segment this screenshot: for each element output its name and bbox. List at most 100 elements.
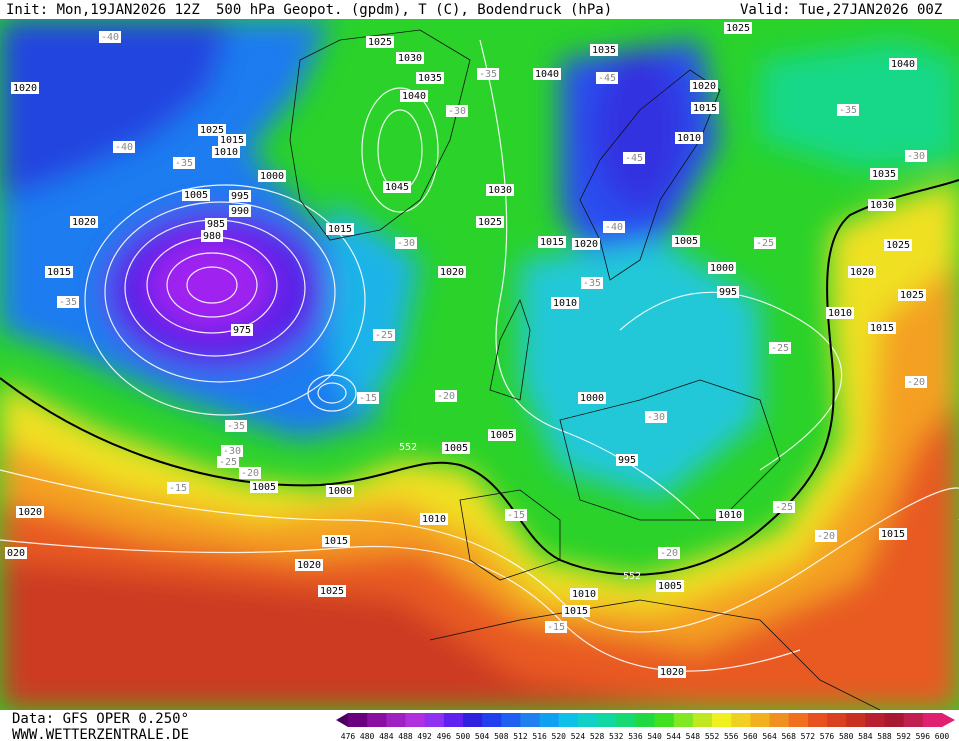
colorbar-swatch bbox=[654, 713, 675, 727]
isobar-label-box bbox=[572, 238, 600, 250]
colorbar-arrow-left bbox=[336, 713, 348, 727]
init-time: Init: Mon,19JAN2026 12Z bbox=[6, 2, 200, 18]
colorbar-label: 484 bbox=[379, 732, 394, 741]
isobar-label: 1000 bbox=[260, 171, 284, 182]
isobar-label-box bbox=[229, 190, 251, 202]
isobar-label: 1015 bbox=[870, 323, 894, 334]
colorbar-label: 596 bbox=[916, 732, 931, 741]
isobar-label-box bbox=[438, 266, 466, 278]
isobar-label: 1000 bbox=[710, 263, 734, 274]
colorbar-swatch bbox=[788, 713, 809, 727]
isobar-label-box bbox=[672, 235, 700, 247]
temperature-label: -20 bbox=[660, 548, 678, 559]
colorbar-swatch bbox=[405, 713, 426, 727]
colorbar-label: 496 bbox=[437, 732, 452, 741]
isobar-label-box bbox=[708, 262, 736, 274]
isobar-label: 1015 bbox=[47, 267, 71, 278]
isobar-label-box bbox=[322, 535, 350, 547]
isobar-label: 1025 bbox=[726, 23, 750, 34]
colorbar-swatch bbox=[750, 713, 771, 727]
isobar-label-box bbox=[724, 22, 752, 34]
isobar-label-box bbox=[198, 124, 226, 136]
temperature-label-box bbox=[658, 547, 680, 559]
temperature-label-box bbox=[373, 329, 395, 341]
temperature-label-box bbox=[435, 390, 457, 402]
colorbar-label: 476 bbox=[341, 732, 356, 741]
temperature-label: -40 bbox=[101, 32, 119, 43]
map-labels: 1020 1025 1030 1035 1040 1045 1000 995 990 985980… bbox=[5, 22, 927, 678]
isobar-label: 1040 bbox=[402, 91, 426, 102]
colorbar-label: 564 bbox=[762, 732, 777, 741]
isobar-label: 1005 bbox=[674, 236, 698, 247]
isobar-label: 990 bbox=[231, 206, 249, 217]
isobar-label-box bbox=[884, 239, 912, 251]
isobar-label-box bbox=[231, 324, 253, 336]
colorbar-label: 480 bbox=[360, 732, 375, 741]
temperature-label-box bbox=[623, 152, 645, 164]
temperature-label-box bbox=[773, 501, 795, 513]
isobar-label: 1020 bbox=[850, 267, 874, 278]
map-title: 500 hPa Geopot. (gpdm), T (C), Bodendruc… bbox=[216, 2, 612, 18]
isobar-label-box bbox=[70, 216, 98, 228]
isobar-label-box bbox=[318, 585, 346, 597]
data-source: Data: GFS OPER 0.250° bbox=[12, 711, 189, 727]
isobar-label: 1025 bbox=[368, 37, 392, 48]
isobar-label-box bbox=[218, 134, 246, 146]
isobar-label: 1015 bbox=[540, 237, 564, 248]
temperature-label: -25 bbox=[219, 457, 237, 468]
temperature-label: -20 bbox=[907, 377, 925, 388]
isobar-label-box bbox=[182, 189, 210, 201]
isobar-label-box bbox=[717, 286, 739, 298]
temperature-label: -15 bbox=[169, 483, 187, 494]
isobar-label-box bbox=[486, 184, 514, 196]
colorbar: 476 480 484 488 492 496 500 504 508 512 516 520 524 5… bbox=[336, 713, 955, 741]
isobar-label-box bbox=[570, 588, 598, 600]
temperature-label-box bbox=[754, 237, 776, 249]
colorbar-label: 576 bbox=[820, 732, 835, 741]
isobar-label-box bbox=[400, 90, 428, 102]
temperature-label: -35 bbox=[583, 278, 601, 289]
colorbar-swatch bbox=[482, 713, 502, 727]
isobar-label: 1045 bbox=[385, 182, 409, 193]
colorbar-swatch bbox=[712, 713, 732, 727]
temperature-label: -30 bbox=[907, 151, 925, 162]
isobar-label-box bbox=[538, 236, 566, 248]
colorbar-swatch bbox=[635, 713, 656, 727]
colorbar-label: 504 bbox=[475, 732, 490, 741]
isobar-label-box bbox=[658, 666, 686, 678]
temperature-label-box bbox=[221, 445, 243, 457]
isobar-label: 1015 bbox=[564, 606, 588, 617]
colorbar-swatch bbox=[692, 713, 713, 727]
colorbar-swatch bbox=[386, 713, 406, 727]
isobar-label: 1010 bbox=[572, 589, 596, 600]
colorbar-swatch bbox=[577, 713, 598, 727]
colorbar-swatch bbox=[827, 713, 847, 727]
colorbar-label: 568 bbox=[781, 732, 796, 741]
colorbar-swatch bbox=[731, 713, 751, 727]
isobar-label-box bbox=[616, 454, 638, 466]
isobar-label-box bbox=[16, 506, 44, 518]
colorbar-label: 548 bbox=[686, 732, 701, 741]
isobar-label-box bbox=[476, 216, 504, 228]
isobar-label-box bbox=[868, 322, 896, 334]
isobar-label-box bbox=[675, 132, 703, 144]
isobar-label: 1020 bbox=[297, 560, 321, 571]
temperature-label-box bbox=[239, 467, 261, 479]
isobar-label: 1035 bbox=[592, 45, 616, 56]
colorbar-swatch bbox=[348, 713, 368, 727]
colorbar-label: 508 bbox=[494, 732, 509, 741]
temperature-label-box bbox=[905, 150, 927, 162]
isobar-label-box bbox=[416, 72, 444, 84]
isobar-label-box bbox=[212, 146, 240, 158]
isobar-label: 1020 bbox=[13, 83, 37, 94]
isobar-label-box bbox=[295, 559, 323, 571]
isobar-label-box bbox=[716, 509, 744, 521]
colorbar-label: 560 bbox=[743, 732, 758, 741]
isobar-label: 1000 bbox=[580, 393, 604, 404]
isobar-label: 985 bbox=[207, 219, 225, 230]
isobar-label-box bbox=[826, 307, 854, 319]
temperature-label: -40 bbox=[115, 142, 133, 153]
isobar-label-box bbox=[11, 82, 39, 94]
isobar-label-box bbox=[879, 528, 907, 540]
height-label: 552 bbox=[399, 442, 417, 453]
